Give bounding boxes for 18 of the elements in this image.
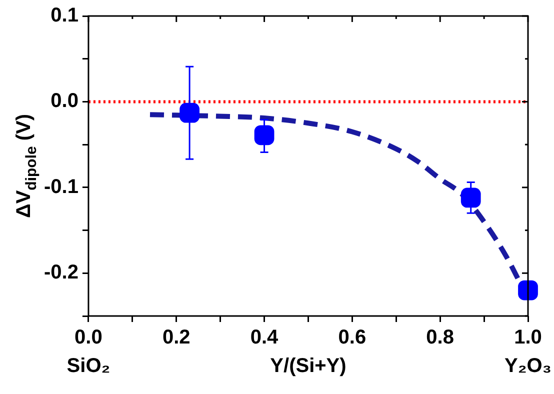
text: SiO₂ <box>66 355 110 377</box>
point <box>460 188 481 208</box>
y-tick-label: 0.1 <box>50 4 78 27</box>
x-tick-label: 0.6 <box>338 326 366 349</box>
x-tick-label: 0.2 <box>162 326 190 349</box>
point <box>254 125 274 146</box>
y-tick-label: 0.0 <box>50 90 78 112</box>
x-axis-title: Y/(Si+Y) <box>270 355 346 377</box>
y-axis-title: ΔVdipole (V) <box>13 114 40 218</box>
x-tick-label: 0.8 <box>426 326 454 349</box>
point <box>518 280 538 300</box>
x-tick-label: 1.0 <box>514 326 542 349</box>
y-tick-label: -0.1 <box>44 176 78 198</box>
text: Y₂O₃ <box>504 355 552 377</box>
point <box>180 102 200 123</box>
x-tick-label: 0.4 <box>250 326 280 349</box>
y-tick-label: -0.2 <box>44 262 78 284</box>
x-tick-label: 0.0 <box>74 326 102 349</box>
